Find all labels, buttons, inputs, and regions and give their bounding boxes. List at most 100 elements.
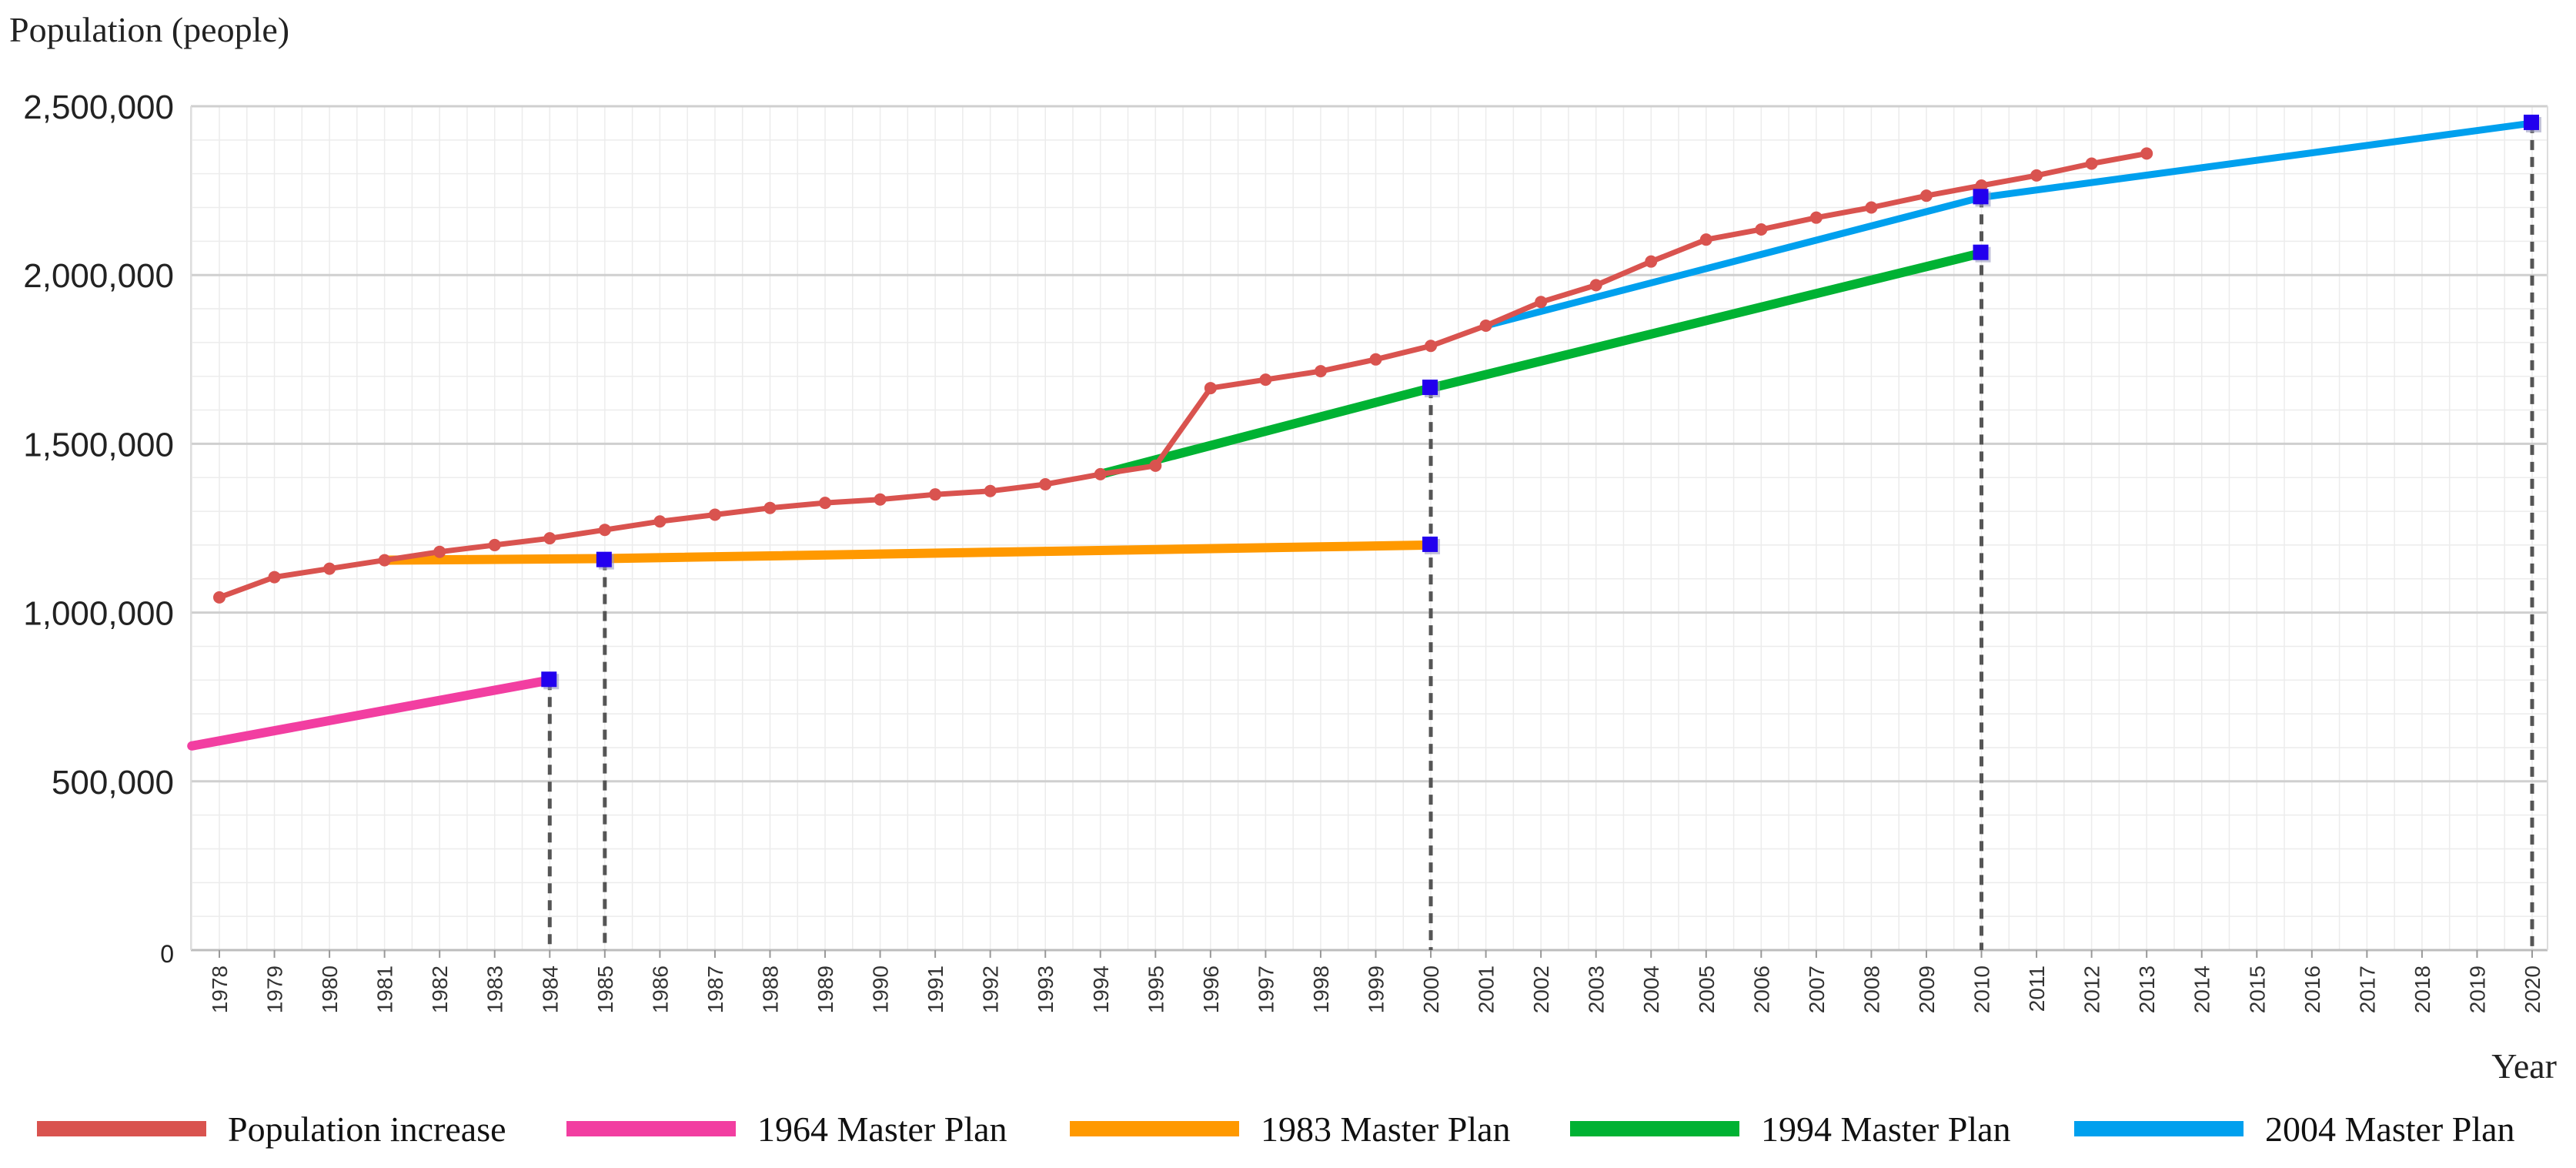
x-tick-label: 1980 bbox=[318, 966, 342, 1013]
data-point bbox=[2030, 169, 2043, 182]
data-point bbox=[1314, 365, 1327, 378]
x-tick-label: 2000 bbox=[1419, 966, 1443, 1013]
x-tick-label: 1982 bbox=[428, 966, 452, 1013]
legend-swatch bbox=[566, 1121, 736, 1136]
x-tick-label: 1978 bbox=[208, 966, 232, 1013]
x-tick-label: 2016 bbox=[2300, 966, 2324, 1013]
x-tick-label: 1995 bbox=[1144, 966, 1168, 1013]
x-tick-label: 2002 bbox=[1529, 966, 1553, 1013]
x-tick-label: 2015 bbox=[2245, 966, 2269, 1013]
target-markers bbox=[541, 114, 2541, 690]
data-point bbox=[1809, 211, 1823, 224]
data-point bbox=[543, 532, 556, 545]
series-lines bbox=[187, 119, 2536, 751]
x-tick-label: 1991 bbox=[924, 966, 947, 1013]
x-tick-label: 1990 bbox=[869, 966, 893, 1013]
data-point bbox=[1479, 319, 1492, 332]
data-point bbox=[819, 497, 832, 510]
data-point bbox=[1369, 353, 1382, 366]
target-marker bbox=[1422, 536, 1438, 552]
target-marker bbox=[2524, 114, 2539, 130]
x-tick-label: 1988 bbox=[758, 966, 782, 1013]
x-tick-label: 2008 bbox=[1859, 966, 1883, 1013]
legend-label: Population increase bbox=[228, 1109, 506, 1149]
x-tick-label: 2017 bbox=[2355, 966, 2379, 1013]
data-point bbox=[323, 562, 336, 575]
y-tick-label: 0 bbox=[160, 940, 174, 968]
data-point bbox=[1755, 223, 1768, 236]
x-tick-label: 2011 bbox=[2025, 966, 2049, 1012]
data-point bbox=[1699, 233, 1712, 246]
y-tick-label: 2,000,000 bbox=[23, 257, 174, 295]
data-point bbox=[1425, 340, 1438, 353]
data-point bbox=[2085, 157, 2098, 170]
data-point bbox=[268, 571, 281, 584]
y-axis-ticks: 0 500,000 1,000,000 1,500,000 2,000,000 2,500… bbox=[23, 89, 174, 968]
data-point bbox=[1535, 296, 1548, 309]
major-grid bbox=[190, 105, 2548, 952]
data-points bbox=[213, 147, 2153, 604]
data-point bbox=[1865, 201, 1878, 214]
x-tick-label: 2007 bbox=[1805, 966, 1829, 1013]
legend-swatch bbox=[1070, 1121, 1239, 1136]
data-point bbox=[433, 545, 446, 558]
x-tick-label: 1996 bbox=[1199, 966, 1223, 1013]
x-tick-label: 1997 bbox=[1254, 966, 1278, 1013]
data-point bbox=[378, 554, 391, 567]
x-tick-label: 2003 bbox=[1585, 966, 1609, 1013]
legend-swatch bbox=[1570, 1121, 1739, 1136]
data-point bbox=[984, 484, 997, 497]
x-tick-label: 2013 bbox=[2135, 966, 2159, 1013]
x-tick-label: 2006 bbox=[1749, 966, 1773, 1013]
data-point bbox=[1919, 189, 1933, 202]
target-marker bbox=[1973, 244, 1989, 260]
legend-swatch bbox=[37, 1121, 206, 1136]
legend-label: 1964 Master Plan bbox=[757, 1109, 1007, 1149]
x-tick-label: 2019 bbox=[2465, 966, 2489, 1013]
data-point bbox=[929, 488, 942, 501]
data-point bbox=[763, 501, 777, 514]
x-axis-ticks: 1978 1979 1980 1981 1982 1983 1984 1985 1986 1987… bbox=[208, 950, 2544, 1013]
data-point bbox=[1975, 179, 1988, 192]
x-tick-label: 1994 bbox=[1089, 966, 1113, 1013]
data-point bbox=[653, 515, 667, 528]
data-point bbox=[488, 538, 501, 551]
target-dashed-lines bbox=[547, 122, 2534, 950]
y-axis-label: Population (people) bbox=[9, 10, 289, 49]
series-line-1 bbox=[187, 675, 555, 751]
y-tick-label: 1,000,000 bbox=[23, 595, 174, 633]
target-marker bbox=[1973, 189, 1989, 205]
y-tick-label: 1,500,000 bbox=[23, 426, 174, 464]
legend: Population increase 1964 Master Plan 1983 … bbox=[37, 1109, 2515, 1149]
x-tick-label: 2004 bbox=[1639, 966, 1663, 1013]
target-marker bbox=[596, 551, 612, 567]
x-tick-label: 1987 bbox=[703, 966, 727, 1013]
x-tick-label: 2001 bbox=[1475, 966, 1498, 1013]
x-tick-label: 1983 bbox=[483, 966, 507, 1013]
legend-label: 1983 Master Plan bbox=[1261, 1109, 1511, 1149]
data-point bbox=[1149, 459, 1162, 472]
x-tick-label: 1999 bbox=[1365, 966, 1388, 1013]
x-tick-label: 2005 bbox=[1695, 966, 1719, 1013]
minor-grid bbox=[191, 105, 2548, 951]
x-tick-label: 2018 bbox=[2411, 966, 2434, 1013]
legend-label: 2004 Master Plan bbox=[2265, 1109, 2515, 1149]
data-point bbox=[213, 591, 226, 604]
x-tick-label: 1992 bbox=[979, 966, 1003, 1013]
data-point bbox=[598, 524, 611, 537]
data-point bbox=[1039, 478, 1052, 491]
x-tick-label: 1984 bbox=[538, 966, 562, 1013]
data-point bbox=[1094, 467, 1107, 480]
x-tick-label: 2010 bbox=[1970, 966, 1994, 1013]
data-point bbox=[1204, 382, 1217, 395]
x-tick-label: 1998 bbox=[1309, 966, 1333, 1013]
data-point bbox=[1645, 255, 1658, 268]
x-axis-label: Year bbox=[2491, 1046, 2557, 1086]
x-tick-label: 2014 bbox=[2190, 966, 2214, 1013]
x-tick-label: 1993 bbox=[1034, 966, 1057, 1013]
x-tick-label: 1989 bbox=[814, 966, 837, 1013]
series-line-0 bbox=[216, 150, 2150, 601]
x-tick-label: 2009 bbox=[1915, 966, 1939, 1013]
x-tick-label: 1979 bbox=[263, 966, 287, 1013]
